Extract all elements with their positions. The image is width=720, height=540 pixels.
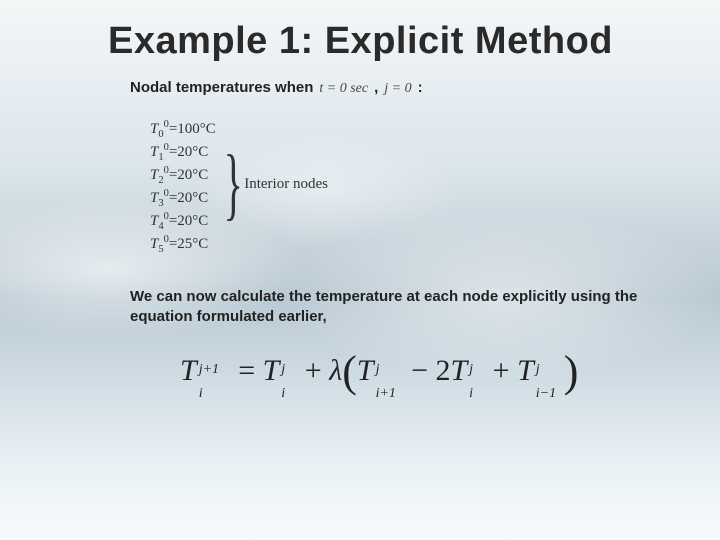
subtitle-lead: Nodal temperatures when (130, 79, 313, 96)
subtitle: Nodal temperatures when t = 0 sec , j = … (130, 79, 670, 97)
condition-1: t = 0 sec (319, 81, 368, 97)
subtitle-tail: : (418, 79, 423, 96)
nodal-item: T40=20°C (150, 213, 216, 230)
nodal-item: T20=20°C (150, 167, 216, 184)
body-paragraph: We can now calculate the temperature at … (130, 287, 640, 328)
brace-label: Interior nodes (244, 176, 328, 193)
main-equation: Tj+1i = Tji + λ(Tji+1 − 2Tji + Tji−1) (180, 354, 670, 388)
nodal-temperatures-block: T00=100°C T10=20°C T20=20°C T30=20°C T40=20°… (150, 121, 670, 253)
nodal-item: T30=20°C (150, 190, 216, 207)
separator: , (374, 79, 378, 96)
nodal-list: T00=100°C T10=20°C T20=20°C T30=20°C T40=20°… (150, 121, 216, 253)
brace-icon: } (223, 158, 242, 210)
nodal-item: T00=100°C (150, 121, 216, 138)
nodal-item: T50=25°C (150, 236, 216, 253)
slide: Example 1: Explicit Method Nodal tempera… (0, 0, 720, 540)
slide-title: Example 1: Explicit Method (108, 20, 670, 63)
nodal-item: T10=20°C (150, 144, 216, 161)
condition-2: j = 0 (384, 81, 411, 97)
